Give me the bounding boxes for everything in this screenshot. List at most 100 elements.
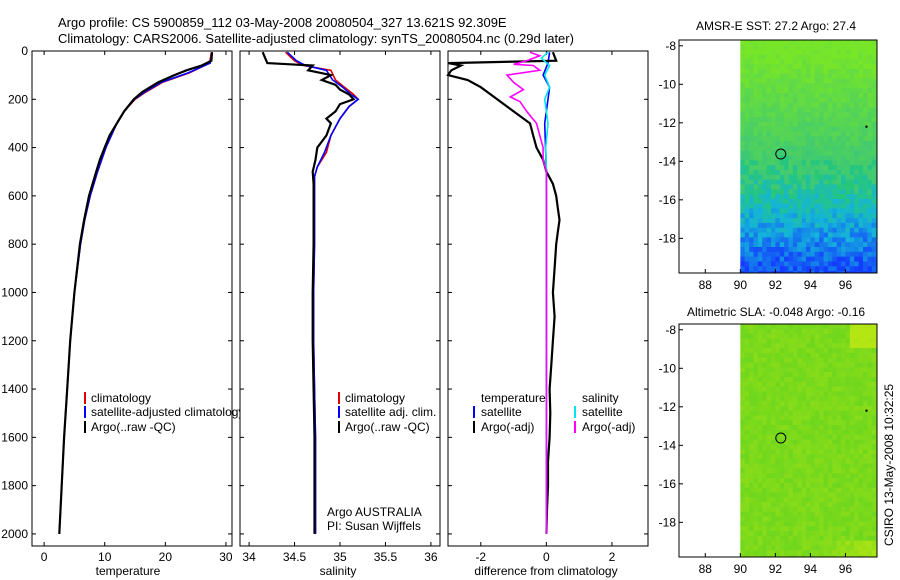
map-cell xyxy=(871,126,877,132)
map-cell xyxy=(841,145,846,152)
map-cell xyxy=(819,59,824,65)
map-cell xyxy=(836,247,842,253)
map-cell xyxy=(819,251,824,258)
map-cell xyxy=(797,328,803,335)
map-cell xyxy=(827,343,833,349)
map-cell xyxy=(744,251,750,258)
map-cell xyxy=(814,150,820,156)
map-cell xyxy=(770,44,776,51)
map-cell xyxy=(757,117,763,123)
series-line-argo-raw-qc- xyxy=(261,51,356,534)
map-cell xyxy=(779,367,785,373)
map-cell xyxy=(784,68,789,75)
map-cell xyxy=(867,391,873,397)
map-cell xyxy=(757,463,763,469)
map-cell xyxy=(810,266,816,272)
map-cell xyxy=(867,247,873,253)
map-cell xyxy=(757,169,763,176)
map-cell xyxy=(849,362,855,368)
map-cell xyxy=(766,160,772,166)
map-cell xyxy=(841,247,846,253)
map-cell xyxy=(814,213,820,219)
map-cell xyxy=(845,487,851,493)
map-cell xyxy=(810,155,816,161)
map-cell xyxy=(823,324,829,330)
map-cell xyxy=(832,425,838,431)
map-cell xyxy=(766,73,772,79)
map-cell xyxy=(836,410,842,416)
map-cell xyxy=(784,160,789,166)
sst-extra-point-marker xyxy=(865,125,868,128)
map-cell xyxy=(779,78,785,84)
map-cell xyxy=(867,126,873,132)
map-cell xyxy=(801,415,807,421)
map-cell xyxy=(806,516,811,522)
map-cell xyxy=(854,222,859,229)
map-cell xyxy=(862,550,868,556)
map-cell xyxy=(744,107,750,113)
map-cell xyxy=(788,227,794,233)
map-cell xyxy=(792,386,798,392)
map-cell xyxy=(841,420,846,426)
map-cell xyxy=(744,49,750,55)
map-cell xyxy=(854,174,859,180)
map-cell xyxy=(810,540,816,546)
map-cell xyxy=(858,40,864,46)
map-cell xyxy=(819,266,824,272)
map-cell xyxy=(766,261,772,267)
map-cell xyxy=(784,434,789,440)
map-cell xyxy=(823,169,829,176)
figure-title-line1: Argo profile: CS 5900859_112 03-May-2008… xyxy=(58,15,507,30)
map-cell xyxy=(819,425,824,431)
map-cell xyxy=(766,232,772,238)
map-cell xyxy=(788,545,794,551)
map-cell xyxy=(841,343,846,349)
map-cell xyxy=(810,121,816,128)
map-cell xyxy=(806,405,811,412)
map-cell xyxy=(801,145,807,152)
map-cell xyxy=(832,68,838,75)
map-cell xyxy=(792,367,798,373)
map-cell xyxy=(849,468,855,474)
map-cell xyxy=(845,141,851,147)
map-cell xyxy=(770,256,776,262)
map-cell xyxy=(836,179,842,185)
map-cell xyxy=(810,184,816,190)
map-cell xyxy=(784,487,789,493)
map-cell xyxy=(862,155,868,161)
map-cell xyxy=(757,222,763,229)
map-y-tick-label: -16 xyxy=(659,477,677,491)
map-cell xyxy=(836,468,842,474)
map-cell xyxy=(823,492,829,498)
map-cell xyxy=(762,184,768,190)
map-cell xyxy=(823,232,829,238)
map-cell xyxy=(823,174,829,180)
map-cell xyxy=(858,194,864,200)
map-cell xyxy=(849,425,855,431)
map-cell xyxy=(841,521,846,527)
map-cell xyxy=(819,165,824,171)
map-cell xyxy=(823,251,829,258)
map-cell xyxy=(841,468,846,474)
map-cell xyxy=(775,102,781,108)
map-cell xyxy=(801,44,807,51)
map-cell xyxy=(779,247,785,253)
map-cell xyxy=(762,203,768,209)
map-cell xyxy=(753,107,759,113)
map-cell xyxy=(792,405,798,412)
map-cell xyxy=(753,64,759,70)
map-cell xyxy=(836,526,842,532)
map-cell xyxy=(867,497,873,503)
map-cell xyxy=(858,324,864,330)
map-cell xyxy=(806,463,811,469)
map-cell xyxy=(779,506,785,513)
map-cell xyxy=(858,531,864,537)
map-cell xyxy=(823,550,829,556)
map-cell xyxy=(784,545,789,551)
y-tick-label: 1800 xyxy=(1,479,28,493)
map-cell xyxy=(819,478,824,484)
map-cell xyxy=(792,381,798,387)
map-cell xyxy=(770,516,776,522)
map-cell xyxy=(819,540,824,546)
map-cell xyxy=(766,502,772,508)
